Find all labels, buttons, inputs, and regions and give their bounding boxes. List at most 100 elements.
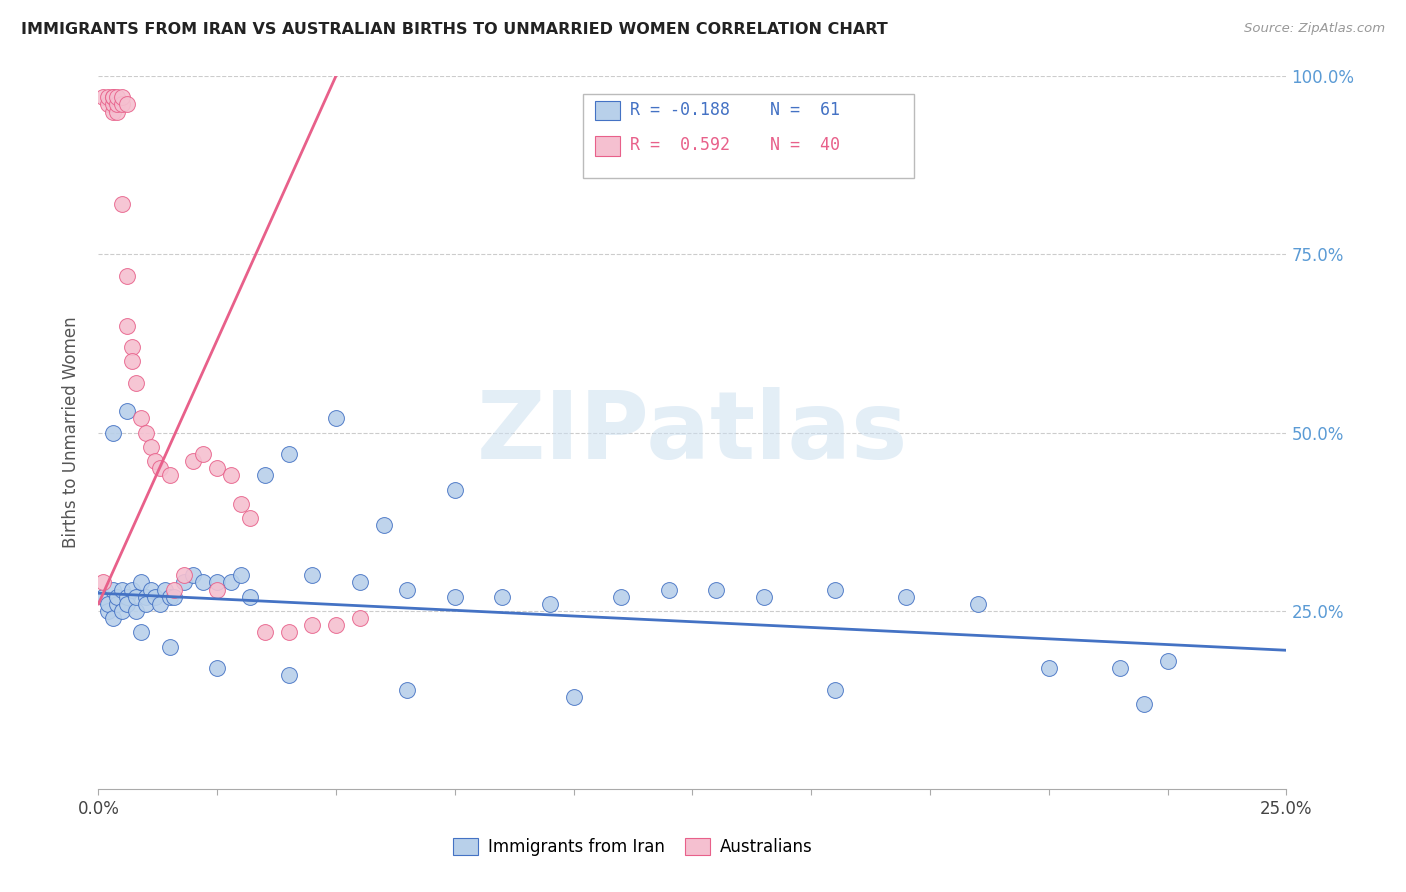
Point [239,511,262,525]
Point [101,90,124,104]
Point [301,568,323,582]
Point [97,97,120,112]
Text: R = -0.188    N =  61: R = -0.188 N = 61 [630,101,839,119]
Point [125,376,148,390]
Point [207,582,229,597]
Point [301,618,323,632]
Point [97,597,120,611]
Point [752,590,775,604]
Point [149,461,172,475]
Point [159,640,181,654]
Point [325,411,347,425]
Point [562,690,585,704]
Point [173,568,195,582]
Point [229,568,252,582]
Point [173,575,195,590]
Point [125,604,148,618]
Point [129,625,152,640]
Point [107,90,129,104]
Point [207,575,229,590]
Point [115,597,138,611]
Point [111,604,134,618]
Point [111,90,134,104]
Point [101,90,124,104]
Point [824,582,846,597]
Point [149,597,172,611]
Point [239,590,262,604]
Text: ZIPatlas: ZIPatlas [477,386,908,479]
Point [163,590,186,604]
Point [111,582,134,597]
Point [1156,654,1178,668]
Point [107,597,129,611]
Point [107,104,129,119]
Legend: Immigrants from Iran, Australians: Immigrants from Iran, Australians [447,831,820,863]
Point [115,590,138,604]
Point [163,582,186,597]
Point [277,668,299,682]
Point [444,483,467,497]
Point [444,590,467,604]
Point [191,447,214,461]
Point [129,411,152,425]
Point [145,590,167,604]
Point [91,575,114,590]
Point [221,468,243,483]
Text: IMMIGRANTS FROM IRAN VS AUSTRALIAN BIRTHS TO UNMARRIED WOMEN CORRELATION CHART: IMMIGRANTS FROM IRAN VS AUSTRALIAN BIRTH… [21,22,887,37]
Point [183,568,205,582]
Point [183,454,205,468]
Point [658,582,681,597]
Point [704,582,727,597]
Point [135,425,157,440]
Point [153,582,176,597]
Point [135,597,157,611]
Point [824,682,846,697]
Point [145,454,167,468]
Point [121,340,143,354]
Point [396,582,419,597]
Point [121,354,143,368]
Point [135,590,157,604]
Point [115,268,138,283]
Point [139,440,162,454]
Point [101,611,124,625]
Point [101,104,124,119]
Point [107,97,129,112]
Point [610,590,633,604]
Point [325,618,347,632]
Point [1038,661,1060,675]
Point [396,682,419,697]
Point [1133,697,1156,711]
Point [159,590,181,604]
Point [966,597,988,611]
Point [91,590,114,604]
Point [221,575,243,590]
Point [253,468,276,483]
Point [896,590,918,604]
Point [207,461,229,475]
Point [207,661,229,675]
Point [97,90,120,104]
Point [349,611,371,625]
Point [129,575,152,590]
Point [101,425,124,440]
Point [253,625,276,640]
Point [111,97,134,112]
Point [159,468,181,483]
Point [91,90,114,104]
Point [277,625,299,640]
Point [139,582,162,597]
Point [115,97,138,112]
Point [101,582,124,597]
Point [125,590,148,604]
Point [349,575,371,590]
Point [111,197,134,211]
Point [1109,661,1132,675]
Point [101,97,124,112]
Point [538,597,561,611]
Point [97,604,120,618]
Point [229,497,252,511]
Text: Source: ZipAtlas.com: Source: ZipAtlas.com [1244,22,1385,36]
Point [373,518,395,533]
Point [277,447,299,461]
